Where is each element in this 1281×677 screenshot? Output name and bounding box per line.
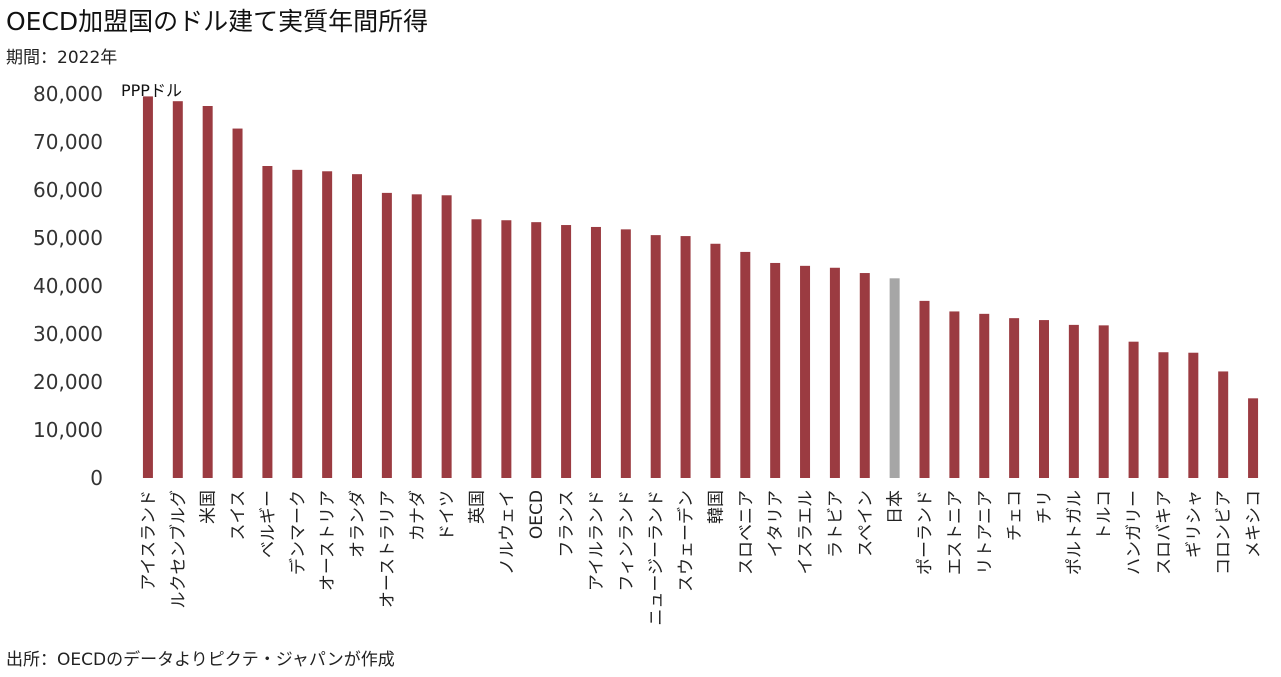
unit-label: PPPドル (121, 81, 182, 100)
bar (1098, 325, 1109, 478)
x-category-label: ポルトガル (1065, 490, 1085, 575)
bar (1068, 324, 1079, 478)
x-category-label: スウェーデン (676, 490, 697, 592)
bar (859, 273, 870, 478)
bar (1188, 352, 1199, 478)
x-category-label: アイスランド (139, 490, 159, 591)
bar (1158, 352, 1169, 478)
bar (829, 267, 840, 478)
bar (680, 236, 691, 478)
chart-title: OECD加盟国のドル建て実質年間所得 (6, 7, 429, 36)
bars (142, 96, 1259, 479)
x-category-label: フランス (557, 490, 577, 558)
bar (1128, 341, 1139, 478)
x-axis-labels: アイスランド ルクセンブルグ 米国 スイス ベルギー デンマーク オーストリア オランダ オース… (139, 490, 1264, 626)
y-tick-label: 70,000 (33, 130, 103, 154)
x-category-label: ノルウェイ (497, 490, 517, 575)
bar (561, 225, 572, 478)
bar (1218, 371, 1229, 478)
y-tick-label: 60,000 (33, 178, 103, 202)
x-category-label: ハンガリー (1125, 490, 1145, 575)
bar (770, 262, 781, 478)
x-category-label: ドイツ (438, 490, 458, 541)
x-category-label: チリ (1035, 490, 1055, 524)
x-category-label: フィンランド (617, 490, 637, 592)
x-category-label: ベルギー (258, 490, 278, 558)
x-category-label: デンマーク (287, 490, 308, 575)
x-category-label: チェコ (1005, 490, 1025, 541)
x-category-label: イタリア (766, 490, 786, 557)
bar (650, 235, 661, 478)
bar (292, 169, 303, 478)
bar (352, 174, 363, 478)
x-category-label: 韓国 (706, 490, 726, 524)
bar (142, 96, 153, 479)
x-category-label: スロバキア (1154, 490, 1174, 575)
bar (1009, 318, 1020, 478)
y-tick-label: 0 (90, 466, 103, 490)
bar (322, 171, 333, 478)
bar (1038, 320, 1049, 478)
x-category-label: トルコ (1095, 490, 1115, 541)
y-axis: 0 10,000 20,000 30,000 40,000 50,000 60,000 70,… (33, 82, 103, 490)
bar (1248, 398, 1259, 478)
source-note: 出所：OECDのデータよりピクテ・ジャパンが作成 (6, 650, 395, 670)
bar (531, 222, 542, 478)
x-category-label: ニュージーランド (647, 490, 667, 626)
bar (441, 195, 452, 478)
bar (381, 192, 392, 478)
bar (172, 101, 183, 478)
bar (501, 220, 512, 479)
x-category-label: メキシコ (1244, 490, 1264, 558)
x-category-label: 日本 (886, 490, 906, 524)
x-category-label: イスラエル (796, 490, 816, 575)
y-tick-label: 30,000 (33, 322, 103, 346)
bar (919, 300, 930, 478)
bar (949, 311, 960, 478)
x-category-label: コロンビア (1214, 490, 1234, 575)
y-tick-label: 10,000 (33, 418, 103, 442)
x-category-label: アイルランド (587, 490, 607, 591)
y-tick-label: 40,000 (33, 274, 103, 298)
x-category-label: 英国 (467, 490, 487, 524)
x-category-label: OECD (527, 490, 547, 539)
x-category-label: オーストラリア (378, 490, 398, 608)
bar (590, 226, 601, 478)
chart-subtitle: 期間：2022年 (6, 48, 118, 68)
x-category-label: エストニア (945, 490, 965, 575)
bar (202, 106, 213, 478)
x-category-label: スペイン (856, 490, 876, 557)
x-category-label: スロベニア (736, 490, 756, 575)
bar (979, 313, 990, 478)
x-category-label: オランダ (348, 490, 368, 558)
x-category-label: オーストリア (318, 490, 338, 591)
bar (740, 251, 751, 478)
y-tick-label: 20,000 (33, 370, 103, 394)
bar (710, 243, 721, 478)
x-category-label: カナダ (408, 490, 428, 541)
y-tick-label: 80,000 (33, 82, 103, 106)
x-category-label: ギリシャ (1184, 490, 1204, 558)
bar (889, 278, 900, 478)
x-category-label: スイス (229, 490, 249, 541)
x-category-label: ポーランド (916, 490, 936, 575)
bar (800, 265, 811, 478)
bar (232, 128, 243, 478)
x-category-label: ルクセンブルグ (168, 490, 189, 609)
x-category-label: リトアニア (975, 490, 995, 575)
y-tick-label: 50,000 (33, 226, 103, 250)
x-category-label: ラトビア (826, 490, 846, 558)
bar (471, 219, 482, 478)
bar (262, 166, 273, 478)
x-category-label: 米国 (199, 490, 219, 524)
bar (620, 229, 631, 478)
bar (411, 194, 422, 478)
